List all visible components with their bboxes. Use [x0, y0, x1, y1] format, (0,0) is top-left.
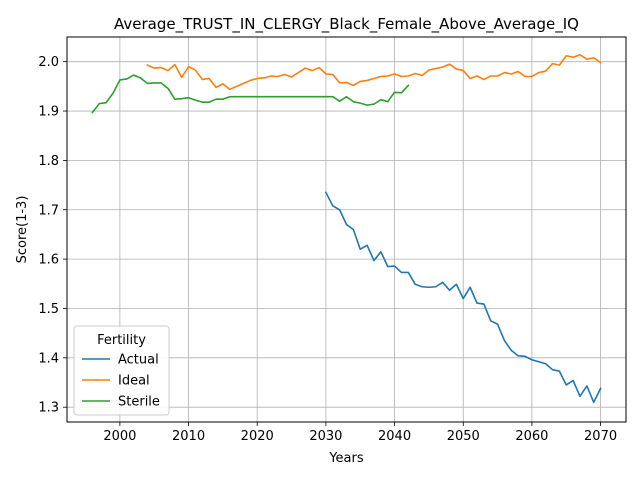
x-tick-label: 2070	[584, 429, 617, 444]
series-line-ideal	[146, 53, 602, 91]
y-tick-label: 1.4	[38, 351, 59, 366]
legend-label-actual: Actual	[118, 353, 159, 368]
x-axis-label: Years	[328, 451, 364, 466]
series-line-sterile	[91, 74, 410, 114]
axis-ticks: 2000 2010 2020 2030 2040 2050 2060 2070 1.3 1.4 1.…	[38, 55, 617, 444]
y-tick-label: 1.5	[38, 302, 59, 317]
legend-box	[73, 325, 170, 416]
x-tick-label: 2040	[378, 429, 411, 444]
y-tick-label: 1.3	[38, 401, 59, 416]
legend: Fertility Actual Ideal Sterile	[73, 325, 170, 416]
x-tick-label: 2060	[515, 429, 548, 444]
y-tick-label: 1.6	[38, 253, 59, 268]
x-tick-label: 2010	[172, 429, 205, 444]
chart-title: Average_TRUST_IN_CLERGY_Black_Female_Abo…	[114, 15, 579, 34]
legend-label-sterile: Sterile	[118, 395, 160, 410]
y-tick-label: 1.9	[38, 105, 59, 120]
y-tick-label: 2.0	[38, 55, 59, 70]
legend-title: Fertility	[97, 333, 146, 348]
series-line-actual	[324, 191, 602, 404]
x-tick-label: 2050	[447, 429, 480, 444]
y-tick-label: 1.7	[38, 203, 59, 218]
plot-frame	[66, 36, 627, 423]
x-tick-label: 2020	[241, 429, 274, 444]
x-tick-label: 2000	[103, 429, 136, 444]
x-tick-label: 2030	[309, 429, 342, 444]
y-tick-label: 1.8	[38, 154, 59, 169]
legend-label-ideal: Ideal	[118, 374, 150, 389]
series-lines	[91, 53, 602, 404]
y-axis-label: Score(1-3)	[15, 196, 30, 264]
